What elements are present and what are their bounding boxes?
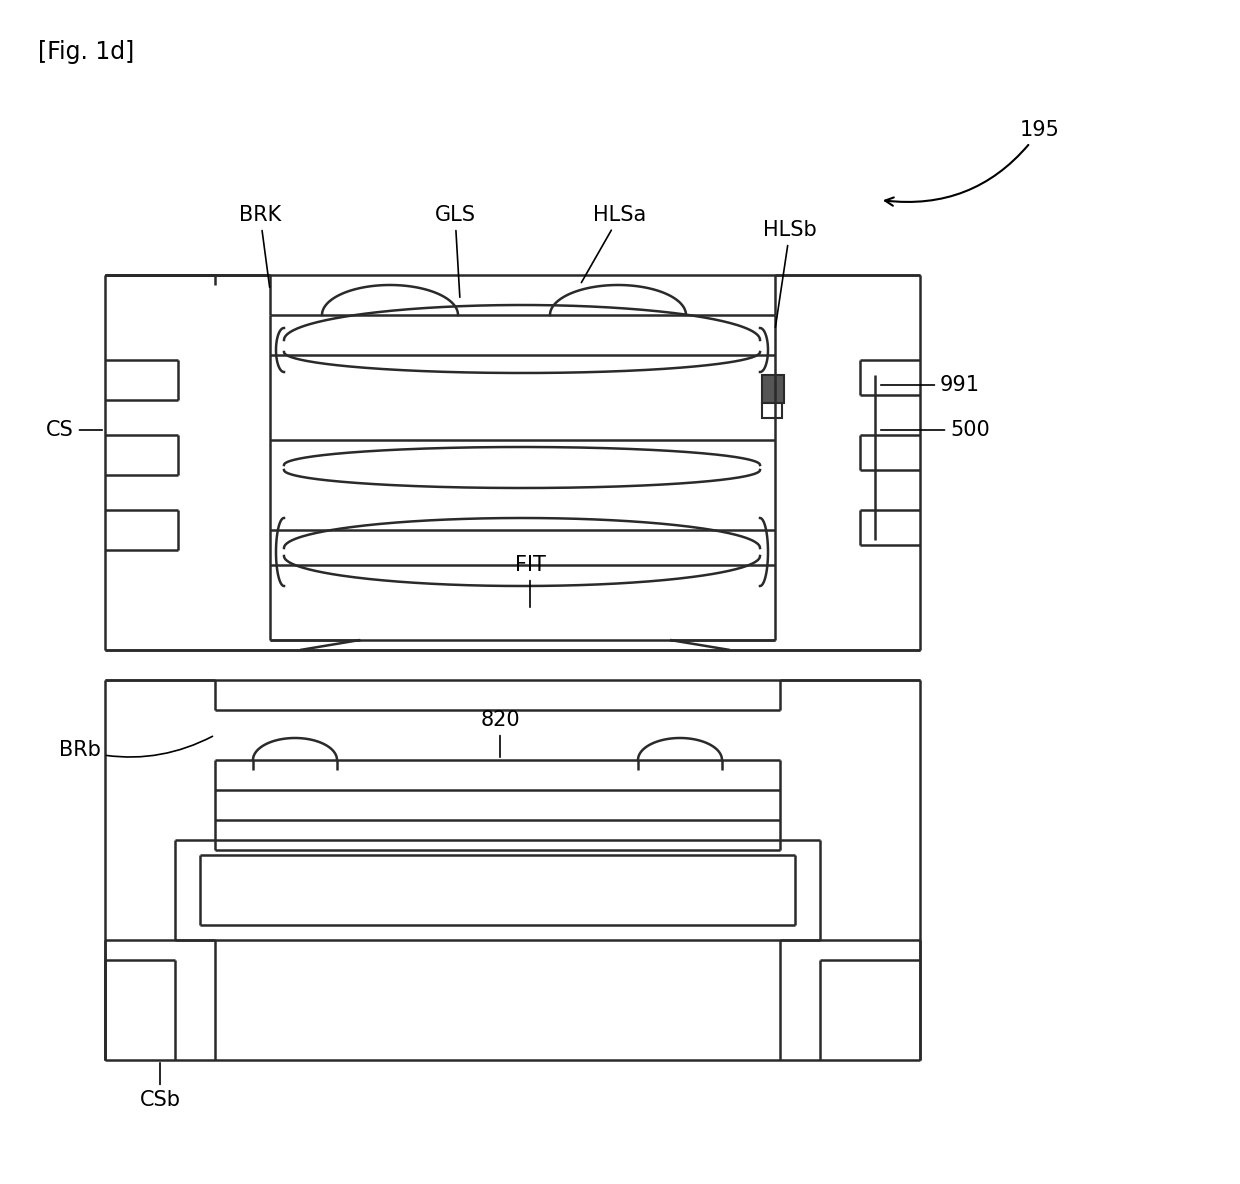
- Text: CS: CS: [46, 420, 102, 440]
- Text: BRb: BRb: [60, 736, 212, 760]
- Text: 820: 820: [480, 710, 520, 758]
- Text: FIT: FIT: [515, 555, 546, 607]
- Text: BRK: BRK: [239, 205, 281, 288]
- Text: 500: 500: [880, 420, 990, 440]
- Text: GLS: GLS: [434, 205, 475, 297]
- Text: HLSb: HLSb: [763, 220, 817, 327]
- Bar: [763, 375, 784, 403]
- Text: CSb: CSb: [140, 1063, 181, 1111]
- Bar: [763, 403, 782, 418]
- Text: 991: 991: [880, 375, 980, 395]
- Text: HLSa: HLSa: [582, 205, 646, 283]
- Text: [Fig. 1d]: [Fig. 1d]: [38, 40, 134, 64]
- Text: 195: 195: [885, 120, 1060, 206]
